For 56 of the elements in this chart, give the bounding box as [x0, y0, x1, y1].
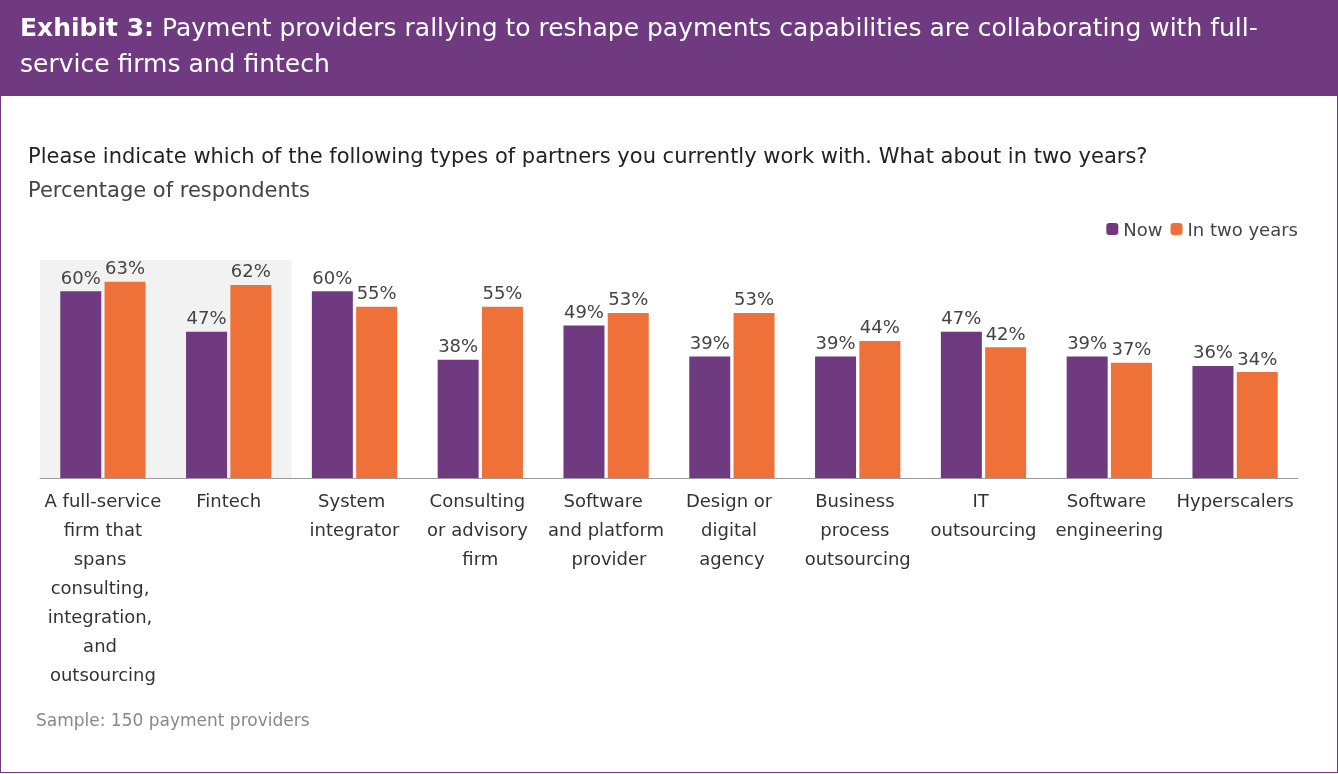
data-label: 36%	[1192, 341, 1233, 363]
data-label: 55%	[356, 282, 397, 304]
bar	[60, 291, 102, 478]
bar	[859, 340, 901, 478]
bar	[985, 347, 1027, 478]
x-tick-label: Hyperscalers	[1176, 490, 1294, 511]
data-label: 37%	[1111, 338, 1152, 360]
bar	[311, 291, 353, 478]
bar	[815, 356, 857, 478]
x-tick-label: Fintech	[196, 490, 262, 511]
x-tick-label: Consulting or advisory firm	[427, 490, 534, 569]
bar	[1066, 356, 1108, 478]
data-label: 60%	[312, 266, 353, 288]
bar	[356, 306, 398, 478]
bar	[733, 312, 775, 478]
data-label: 60%	[60, 266, 101, 288]
x-tick-label: IT outsourcing	[930, 490, 1037, 540]
y-axis-title: Percentage of respondents	[28, 178, 310, 202]
x-tick-label: Software engineering	[1055, 490, 1164, 540]
bar	[481, 306, 523, 478]
data-label: 55%	[482, 282, 523, 304]
bar	[940, 331, 982, 478]
data-label: 44%	[859, 316, 900, 338]
data-label: 34%	[1237, 347, 1278, 369]
data-label: 53%	[608, 288, 649, 310]
bar	[1110, 362, 1152, 478]
data-label: 39%	[1067, 332, 1108, 354]
bar	[689, 356, 731, 478]
bar	[1236, 372, 1278, 478]
bar	[607, 312, 649, 478]
x-tick-label: Design or digital agency	[685, 490, 778, 569]
data-label: 39%	[689, 332, 730, 354]
data-label: 47%	[941, 307, 982, 329]
x-tick-label: A full-service firm that spans consulting, integration, and outsourcing	[44, 490, 162, 685]
legend-label: In two years	[1187, 218, 1299, 240]
data-label: 42%	[985, 322, 1026, 344]
data-label: 47%	[186, 307, 227, 329]
chart-title: Exhibit 3: Payment providers rallying to reshape payments capabilities are collaborating with full-service firms and fintech	[0, 0, 1338, 96]
data-label: 53%	[734, 288, 775, 310]
bar	[1192, 365, 1234, 478]
data-label: 49%	[563, 300, 604, 322]
bar	[186, 331, 228, 478]
text: Sample: 150 payment providers	[36, 710, 310, 730]
chart-subtitle: Please indicate which of the following types of partners you currently work with. What about in two years?	[28, 144, 1148, 168]
x-tick-label: Software and platform provider	[548, 490, 665, 569]
data-label: 63%	[105, 257, 146, 279]
x-tick-label: Business process outsourcing	[804, 490, 911, 569]
bar	[437, 359, 479, 478]
data-label: 38%	[438, 335, 479, 357]
legend-label: Now	[1123, 218, 1163, 240]
bar	[104, 281, 146, 478]
data-label: 39%	[815, 332, 856, 354]
x-tick-label: System integrator	[309, 490, 401, 540]
bar	[563, 325, 605, 478]
bar	[230, 284, 272, 478]
data-label: 62%	[230, 260, 271, 282]
